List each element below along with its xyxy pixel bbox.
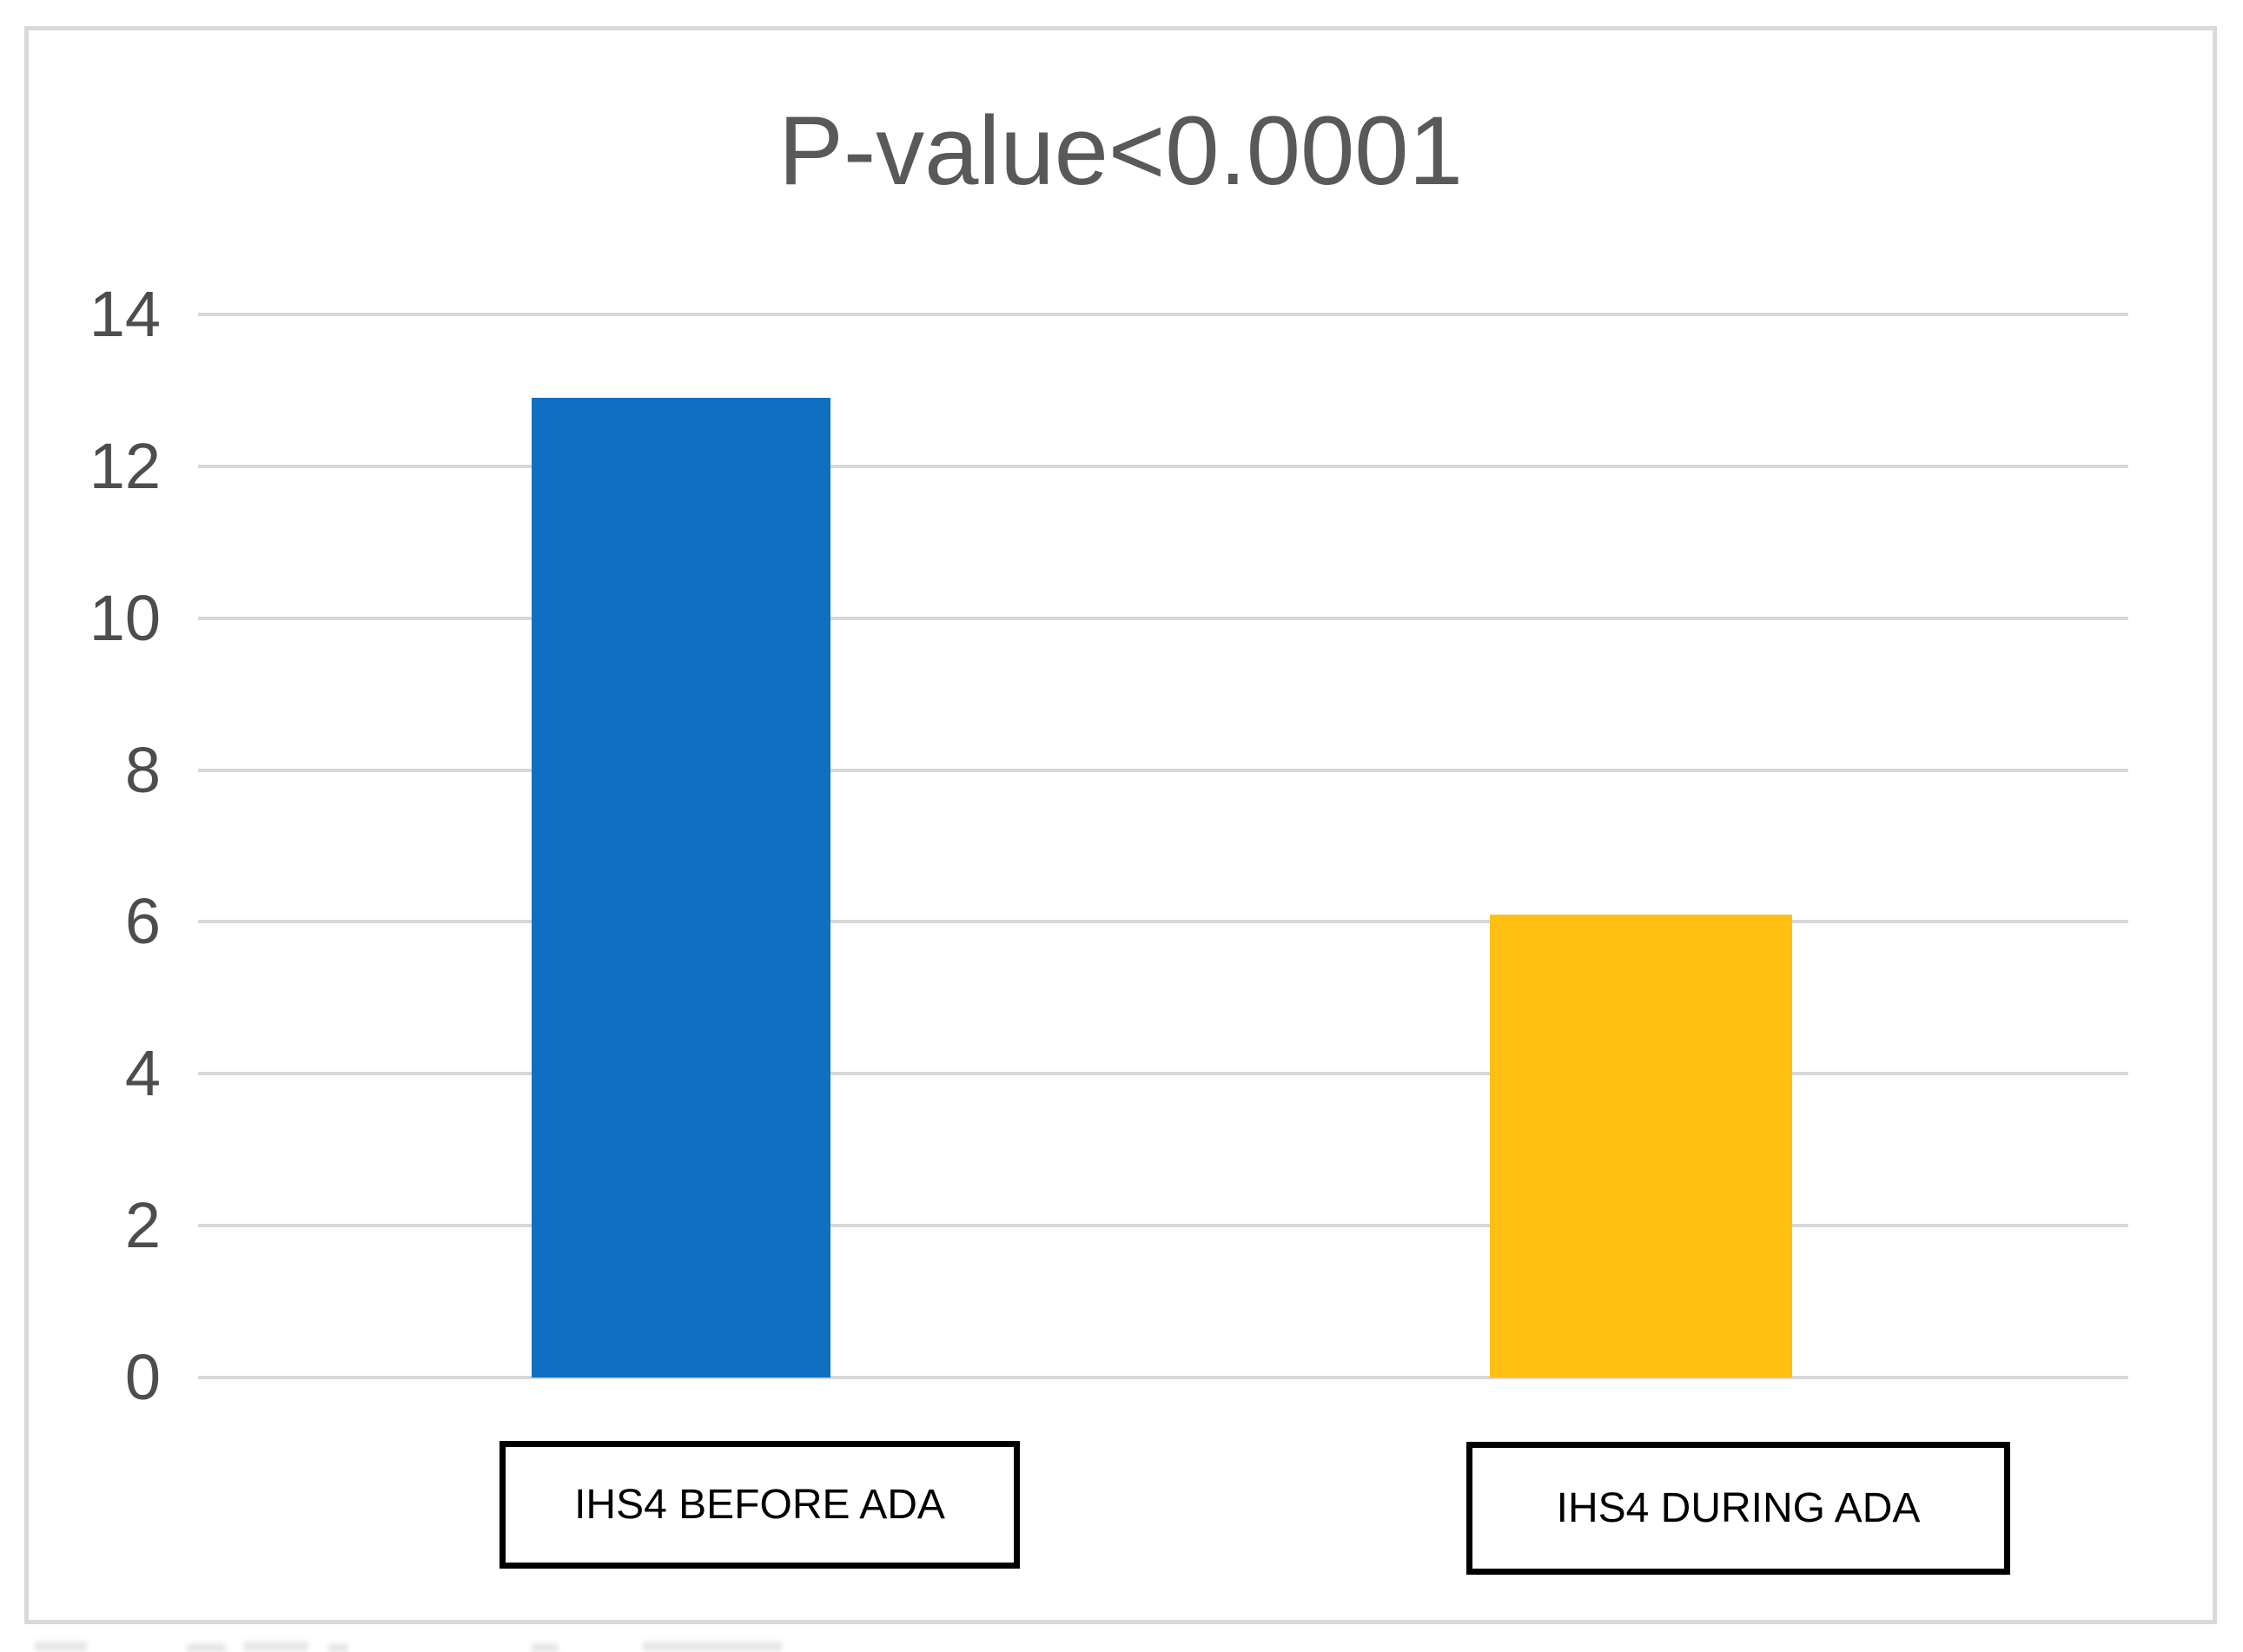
chart-title: P-value<0.0001	[778, 96, 1463, 205]
cropped-caption-remnant	[328, 1643, 347, 1652]
category-label-box: IHS4 BEFORE ADA	[500, 1441, 1020, 1569]
cropped-caption-remnant	[35, 1642, 87, 1651]
chart-frame	[24, 26, 2217, 1624]
category-label-box: IHS4 DURING ADA	[1466, 1442, 2010, 1575]
gridline-y0	[198, 1376, 2128, 1379]
gridline-y10	[198, 616, 2128, 620]
cropped-caption-remnant	[643, 1642, 782, 1651]
category-label: IHS4 DURING ADA	[1556, 1485, 1921, 1531]
cropped-caption-remnant	[243, 1642, 308, 1651]
y-tick-label: 12	[89, 429, 161, 502]
gridline-y8	[198, 768, 2128, 772]
cropped-caption-remnant	[187, 1643, 226, 1652]
bar-ihs4-before-ada	[532, 398, 830, 1378]
category-label: IHS4 BEFORE ADA	[574, 1482, 945, 1528]
cropped-caption-remnant	[532, 1643, 558, 1652]
y-tick-label: 0	[124, 1341, 161, 1413]
y-tick-label: 2	[124, 1189, 161, 1262]
gridline-y6	[198, 920, 2128, 924]
gridline-y12	[198, 464, 2128, 468]
bar-ihs4-during-ada	[1490, 914, 1792, 1378]
y-tick-label: 8	[124, 733, 161, 806]
y-tick-label: 14	[89, 278, 161, 350]
y-tick-label: 4	[124, 1037, 161, 1110]
gridline-y4	[198, 1072, 2128, 1076]
y-tick-label: 6	[124, 885, 161, 958]
gridline-y14	[198, 313, 2128, 316]
y-tick-label: 10	[89, 581, 161, 654]
gridline-y2	[198, 1224, 2128, 1228]
